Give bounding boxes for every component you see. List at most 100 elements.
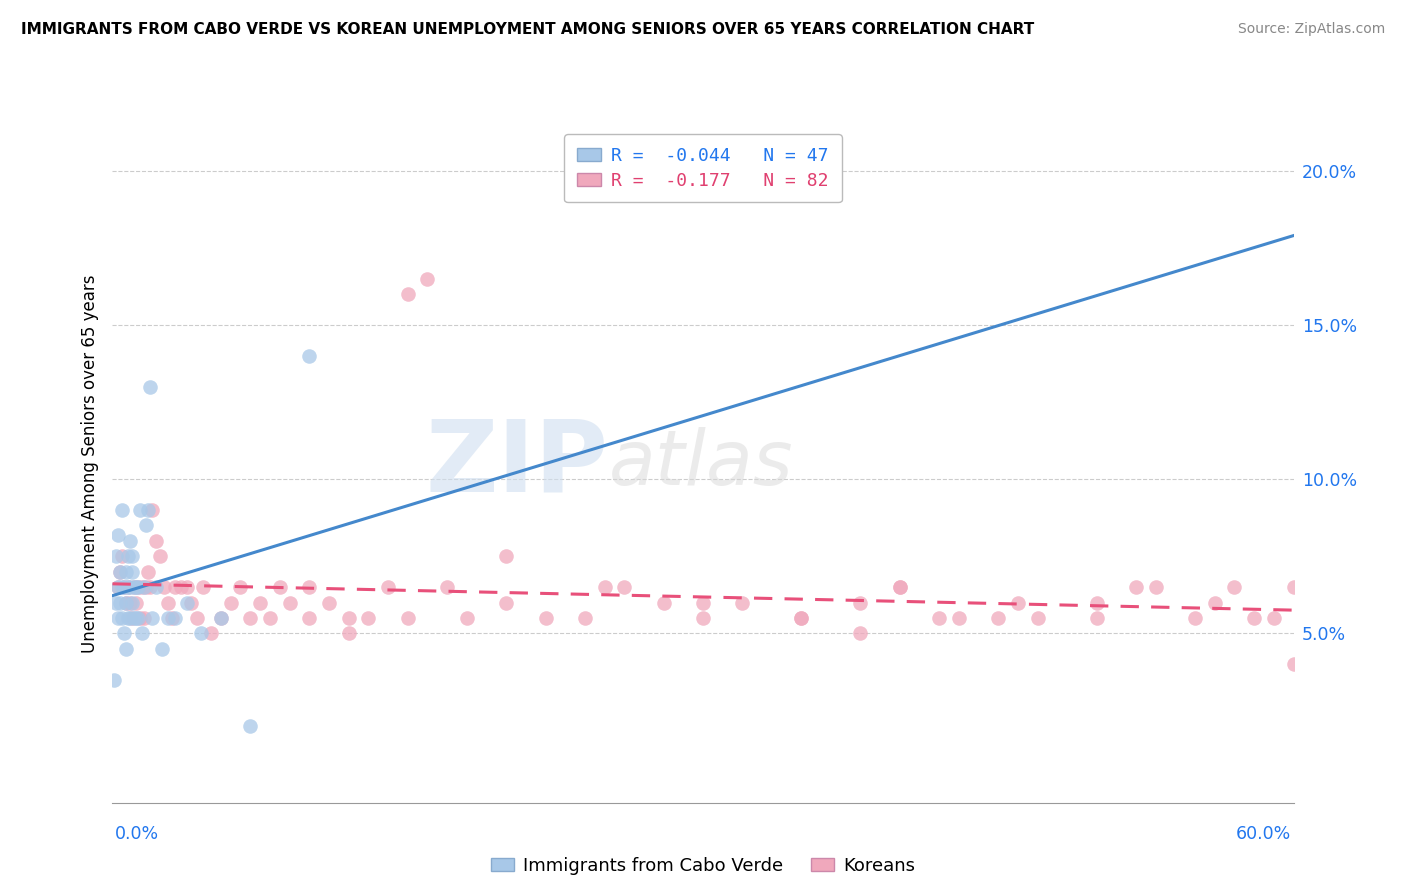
Point: [135, 518, 157, 533]
Point: [495, 549, 517, 564]
Point: [103, 673, 125, 687]
Point: [156, 611, 179, 625]
Point: [357, 611, 380, 625]
Point: [165, 580, 187, 594]
Point: [948, 611, 970, 625]
Point: [160, 611, 183, 625]
Point: [209, 611, 232, 625]
Point: [131, 580, 153, 594]
Point: [136, 565, 159, 579]
Point: [156, 595, 179, 609]
Point: [115, 595, 138, 609]
Point: [436, 580, 458, 594]
Point: [139, 580, 162, 594]
Point: [928, 611, 950, 625]
Point: [209, 611, 232, 625]
Point: [141, 503, 163, 517]
Point: [120, 580, 142, 594]
Point: [176, 580, 198, 594]
Point: [298, 611, 321, 625]
Point: [652, 595, 675, 609]
Point: [1125, 580, 1147, 594]
Point: [692, 595, 714, 609]
Point: [107, 580, 129, 594]
Point: [117, 611, 139, 625]
Point: [495, 595, 517, 609]
Point: [120, 533, 142, 548]
Point: [129, 611, 152, 625]
Point: [318, 595, 340, 609]
Point: [613, 580, 636, 594]
Point: [337, 611, 360, 625]
Point: [1204, 595, 1226, 609]
Point: [229, 580, 252, 594]
Point: [117, 580, 139, 594]
Point: [122, 580, 145, 594]
Point: [127, 611, 149, 625]
Point: [849, 595, 872, 609]
Point: [125, 580, 148, 594]
Point: [298, 349, 321, 363]
Point: [112, 580, 135, 594]
Point: [849, 626, 872, 640]
Point: [987, 611, 1010, 625]
Point: [139, 380, 162, 394]
Point: [692, 611, 714, 625]
Point: [115, 565, 138, 579]
Text: 0.0%: 0.0%: [115, 825, 159, 843]
Point: [239, 611, 262, 625]
Point: [129, 503, 152, 517]
Point: [180, 595, 202, 609]
Point: [121, 565, 143, 579]
Y-axis label: Unemployment Among Seniors over 65 years: Unemployment Among Seniors over 65 years: [80, 275, 98, 653]
Point: [111, 503, 134, 517]
Point: [219, 595, 242, 609]
Point: [122, 611, 145, 625]
Point: [120, 595, 142, 609]
Point: [1026, 611, 1049, 625]
Point: [731, 595, 754, 609]
Point: [337, 626, 360, 640]
Point: [239, 719, 262, 733]
Point: [1184, 611, 1206, 625]
Point: [1282, 580, 1305, 594]
Point: [132, 611, 155, 625]
Point: [132, 580, 155, 594]
Point: [176, 595, 198, 609]
Point: [121, 549, 143, 564]
Point: [170, 580, 193, 594]
Point: [110, 595, 132, 609]
Point: [111, 611, 134, 625]
Point: [127, 580, 149, 594]
Point: [135, 580, 157, 594]
Point: [1144, 580, 1167, 594]
Point: [456, 611, 478, 625]
Point: [416, 272, 439, 286]
Point: [127, 580, 149, 594]
Point: [534, 611, 557, 625]
Point: [107, 527, 129, 541]
Point: [574, 611, 596, 625]
Point: [249, 595, 271, 609]
Point: [152, 580, 174, 594]
Text: atlas: atlas: [609, 427, 793, 500]
Point: [141, 611, 163, 625]
Point: [136, 503, 159, 517]
Point: [190, 626, 212, 640]
Point: [131, 626, 153, 640]
Point: [278, 595, 301, 609]
Point: [1243, 611, 1265, 625]
Point: [115, 641, 138, 656]
Point: [145, 533, 167, 548]
Text: Source: ZipAtlas.com: Source: ZipAtlas.com: [1237, 22, 1385, 37]
Point: [593, 580, 616, 594]
Point: [1085, 611, 1108, 625]
Point: [1007, 595, 1029, 609]
Point: [121, 611, 143, 625]
Point: [298, 580, 321, 594]
Point: [1263, 611, 1285, 625]
Point: [125, 611, 148, 625]
Point: [149, 549, 172, 564]
Point: [889, 580, 911, 594]
Point: [186, 611, 208, 625]
